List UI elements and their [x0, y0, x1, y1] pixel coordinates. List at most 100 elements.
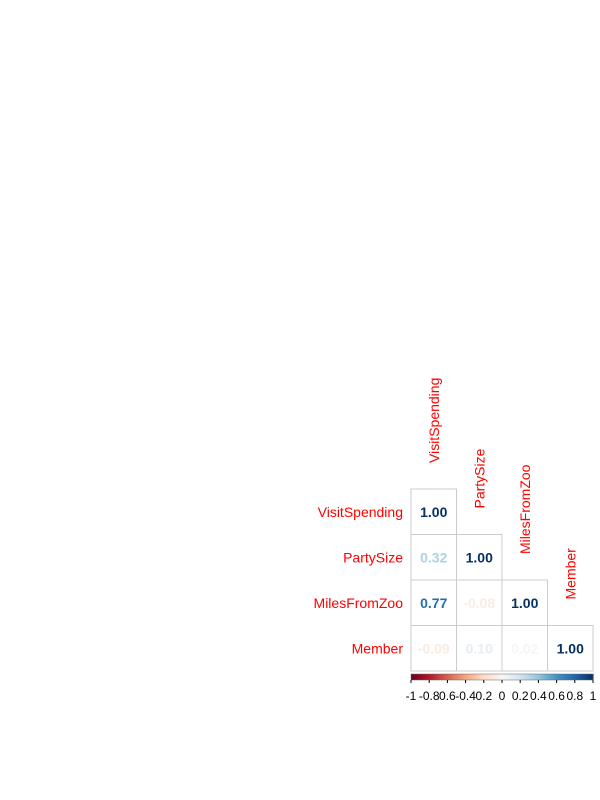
cell-value: -0.08 — [463, 595, 495, 611]
colorbar-segment — [587, 674, 590, 680]
colorbar-segment — [445, 674, 448, 680]
colorbar-segment — [411, 674, 414, 680]
colorbar-segment — [534, 674, 538, 680]
colorbar-segment — [552, 674, 556, 680]
colorbar-segment — [483, 674, 487, 680]
colorbar-segment — [585, 674, 589, 680]
colorbar-segment — [496, 674, 499, 680]
colorbar-segment — [418, 674, 421, 680]
colorbar-segment — [492, 674, 496, 680]
colorbar-segment — [531, 674, 534, 680]
colorbar-tick-label: 1 — [590, 689, 597, 703]
colorbar-segment — [543, 674, 547, 680]
colorbar-segment — [447, 674, 450, 680]
cell-miles-from-zoo-party-size — [456, 579, 503, 626]
colorbar-segment — [562, 674, 565, 680]
cell-value: 1.00 — [466, 549, 493, 565]
cell-miles-from-zoo-miles-from-zoo — [501, 579, 548, 626]
colorbar-segment — [578, 674, 581, 680]
colorbar-segment — [476, 674, 479, 680]
cell-member-visit-spending — [410, 625, 457, 672]
colorbar-segment — [523, 674, 527, 680]
colorbar-segment — [536, 674, 539, 680]
colorbar-tick-label: 0.6 — [548, 689, 565, 703]
cell-value: 0.77 — [420, 595, 447, 611]
colorbar-segment — [503, 674, 507, 680]
colorbar-segment — [576, 674, 580, 680]
colorbar-segment — [509, 674, 512, 680]
colorbar-segment — [443, 674, 447, 680]
row-label-visit-spending: VisitSpending — [318, 504, 403, 520]
colorbar-segment — [438, 674, 441, 680]
colorbar-segment — [472, 674, 476, 680]
colorbar-segment — [491, 674, 494, 680]
colorbar-segment — [549, 674, 552, 680]
colorbar-segment — [507, 674, 510, 680]
colorbar-segment — [451, 674, 454, 680]
colorbar-tick-label: 0.4 — [530, 689, 547, 703]
row-label-miles-from-zoo: MilesFromZoo — [314, 595, 404, 611]
colorbar-segment — [465, 674, 469, 680]
colorbar-segment — [525, 674, 529, 680]
colorbar-segment — [540, 674, 543, 680]
colorbar-segment — [558, 674, 561, 680]
colorbar-segment — [532, 674, 536, 680]
colorbar-segment — [580, 674, 583, 680]
colorbar-tick-label: 0.8 — [566, 689, 583, 703]
colorbar-segment — [460, 674, 463, 680]
colorbar-segment — [551, 674, 554, 680]
cell-value: 0.32 — [420, 549, 447, 565]
colorbar-segment — [441, 674, 445, 680]
colorbar-segment — [431, 674, 434, 680]
colorbar-tick-label: 0 — [499, 689, 506, 703]
colorbar-segment — [512, 674, 516, 680]
colorbar-segment — [538, 674, 541, 680]
column-label-miles-from-zoo: MilesFromZoo — [517, 464, 533, 554]
colorbar-segment — [582, 674, 585, 680]
colorbar-segment — [516, 674, 519, 680]
colorbar-segment — [560, 674, 563, 680]
colorbar-segment — [529, 674, 532, 680]
cell-value: -0.09 — [418, 640, 450, 656]
colorbar-segment — [414, 674, 418, 680]
colorbar-tick-label: -0.8 — [419, 689, 440, 703]
colorbar-segment — [432, 674, 436, 680]
colorbar-segment — [452, 674, 456, 680]
row-label-member: Member — [352, 640, 404, 656]
row-label-party-size: PartySize — [343, 549, 403, 565]
colorbar-segment — [500, 674, 503, 680]
colorbar-segment — [567, 674, 570, 680]
cell-value: 0.02 — [511, 640, 538, 656]
colorbar-segment — [469, 674, 472, 680]
colorbar-tick-label: 0.2 — [475, 689, 492, 703]
colorbar-tick-label: 0.6 — [439, 689, 456, 703]
colorbar-segment — [505, 674, 509, 680]
colorbar-segment — [487, 674, 490, 680]
colorbar-segment — [522, 674, 525, 680]
colorbar-segment — [425, 674, 428, 680]
colorbar-segment — [520, 674, 523, 680]
colorbar-segment — [591, 674, 594, 680]
cell-value: 1.00 — [420, 504, 447, 520]
colorbar-segment — [542, 674, 545, 680]
colorbar-segment — [454, 674, 458, 680]
cell-value: 1.00 — [511, 595, 538, 611]
colorbar-segment — [514, 674, 518, 680]
colorbar-segment — [449, 674, 452, 680]
colorbar-segment — [554, 674, 558, 680]
colorbar-segment — [518, 674, 521, 680]
colorbar-segment — [547, 674, 550, 680]
cell-member-member — [547, 625, 594, 672]
colorbar-segment — [545, 674, 549, 680]
colorbar-segment — [456, 674, 459, 680]
colorbar-segment — [467, 674, 470, 680]
cell-party-size-party-size — [456, 534, 503, 581]
colorbar-segment — [421, 674, 425, 680]
colorbar-segment — [416, 674, 419, 680]
colorbar-segment — [481, 674, 485, 680]
colorbar-segment — [565, 674, 569, 680]
colorbar-segment — [494, 674, 498, 680]
colorbar-segment — [571, 674, 574, 680]
colorbar-tick-label: -1 — [406, 689, 417, 703]
